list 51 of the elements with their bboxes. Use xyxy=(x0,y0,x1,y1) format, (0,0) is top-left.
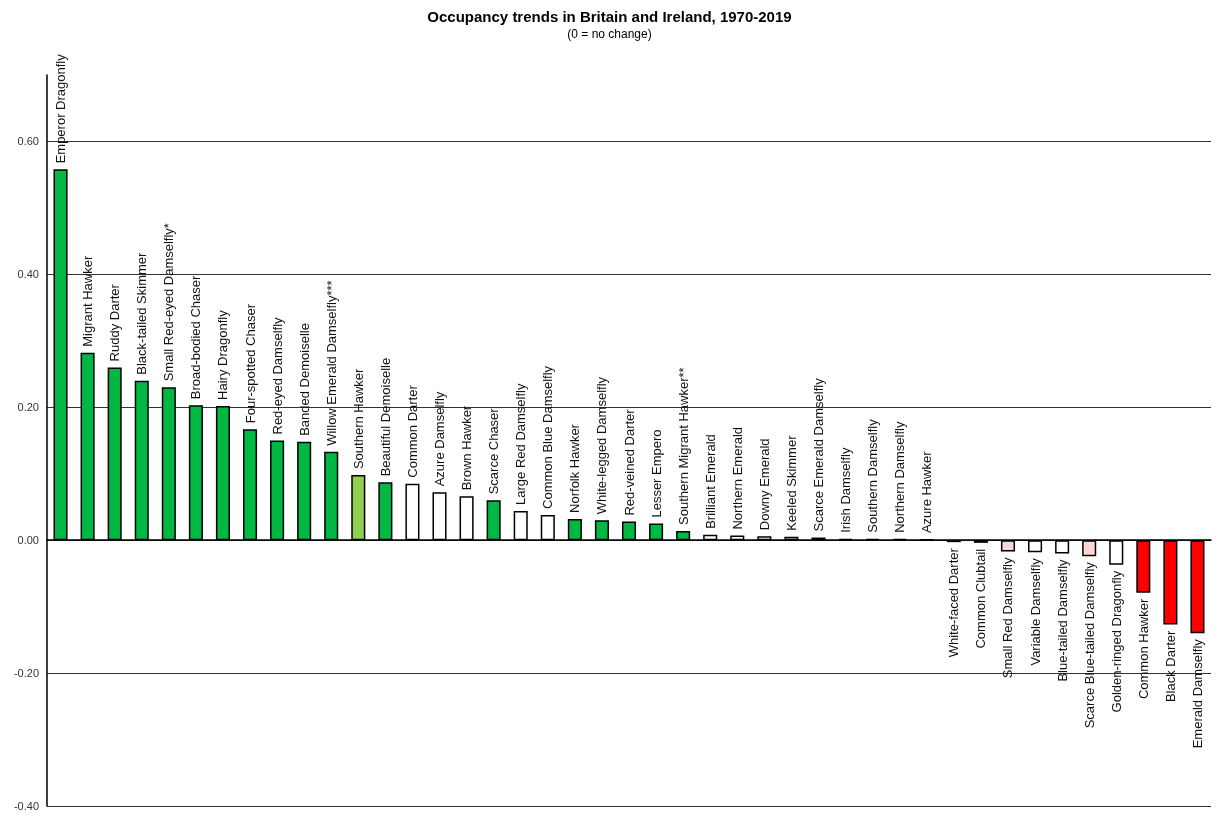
x-tick-label: Blue-tailed Damselfly xyxy=(1054,558,1070,682)
y-tick-label: 0.40 xyxy=(17,268,39,281)
x-tick-label: Four-spotted Chaser xyxy=(242,303,258,424)
x-tick-label: Common Darter xyxy=(404,384,420,478)
chart-title: Occupancy trends in Britain and Ireland, 1970-2019 xyxy=(427,8,792,25)
x-tick-label: Emerald Damselfly xyxy=(1189,638,1205,749)
x-tick-label: Keeled Skimmer xyxy=(783,434,799,531)
x-tick-label: Lesser Empero xyxy=(648,429,664,518)
x-tick-label: Migrant Hawker xyxy=(80,255,96,347)
x-tick-label: Northern Emerald xyxy=(729,426,745,530)
x-tick-label: Southern Hawker xyxy=(350,367,366,470)
x-tick-label: Southern Damselfly xyxy=(865,418,881,533)
x-tick-label: Banded Demoiselle xyxy=(296,323,312,436)
x-tick-label: White-legged Damselfly xyxy=(594,376,610,515)
x-tick-label: Brilliant Emerald xyxy=(702,434,718,529)
y-tick-label: -0.20 xyxy=(13,667,39,680)
x-tick-label: Scarce Emerald Damselfly xyxy=(810,377,826,532)
x-tick-label: Azure Hawker xyxy=(919,450,935,534)
x-tick-label: Red-veined Darter xyxy=(621,408,637,516)
x-tick-label: Ruddy Darter xyxy=(107,283,123,362)
x-tick-label: Large Red Damselfly xyxy=(513,383,529,505)
x-tick-label: Common Hawker xyxy=(1135,598,1151,700)
x-tick-label: Northern Damselfly xyxy=(892,421,908,533)
x-tick-label: Brown Hawker xyxy=(459,405,475,491)
x-tick-label: Downy Emerald xyxy=(756,438,772,531)
x-tick-label: Common Blue Damselfly xyxy=(540,365,556,509)
x-tick-label: Hairy Dragonfly xyxy=(215,309,231,400)
y-tick-label: -0.40 xyxy=(13,800,39,812)
x-tick-label: Southern Migrant Hawker** xyxy=(675,367,691,525)
x-tick-label: White-faced Darter xyxy=(946,547,962,658)
chart-subtitle: (0 = no change) xyxy=(567,27,652,41)
x-tick-label: Azure Damselfly xyxy=(432,391,448,487)
x-tick-label: Black-tailed Skimmer xyxy=(134,251,150,375)
x-tick-label: Beautiful Demoiselle xyxy=(377,357,393,477)
x-tick-label: Red-eyed Damselfly xyxy=(269,316,285,435)
x-tick-label: Small Red-eyed Damselfly* xyxy=(161,223,177,382)
x-tick-label: Golden-ringed Dragonfly xyxy=(1108,570,1124,713)
x-tick-label: Common Clubtail xyxy=(973,548,989,649)
x-tick-label: Willow Emerald Damselfly*** xyxy=(323,280,339,446)
x-tick-label: Irish Damselfly xyxy=(838,447,854,533)
x-tick-label: Black Darter xyxy=(1162,629,1178,703)
x-tick-label: Scarce Blue-tailed Damselfly xyxy=(1081,561,1097,729)
y-tick-label: 0.00 xyxy=(17,534,39,547)
x-tick-label: Norfolk Hawker xyxy=(567,423,583,513)
y-tick-label: 0.60 xyxy=(17,135,39,148)
x-tick-label: Small Red Damselfly xyxy=(1000,556,1016,679)
x-tick-label: Emperor Dragonfly xyxy=(53,53,69,164)
x-tick-label: Scarce Chaser xyxy=(486,407,502,495)
y-tick-label: 0.20 xyxy=(17,401,39,414)
x-tick-label: Broad-bodied Chaser xyxy=(188,275,204,400)
x-tick-label: Variable Damselfly xyxy=(1027,557,1043,666)
